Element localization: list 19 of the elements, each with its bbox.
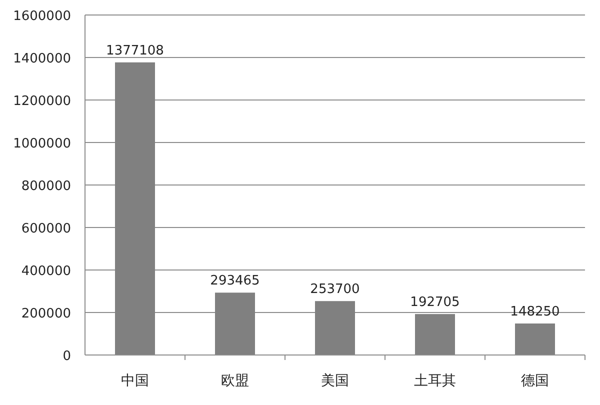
data-label: 253700: [310, 282, 360, 298]
y-tick-label: 800000: [21, 179, 71, 194]
data-label: 1377108: [106, 43, 164, 58]
y-tick-label: 400000: [21, 264, 71, 279]
data-label: 148250: [510, 304, 560, 320]
y-tick-label: 1400000: [13, 52, 71, 66]
y-tick-label: 0: [62, 349, 71, 364]
data-label: 293465: [210, 274, 260, 289]
y-tick-label: 1000000: [13, 136, 71, 152]
x-tick-label: 土耳其: [414, 373, 456, 389]
data-label: 192705: [410, 295, 460, 310]
x-tick-label: 美国: [321, 373, 349, 389]
y-tick-label: 1600000: [13, 9, 71, 24]
x-tick-label: 德国: [521, 373, 549, 389]
y-tick-label: 200000: [21, 306, 71, 322]
x-tick-label: 欧盟: [221, 373, 249, 389]
y-tick-label: 1200000: [13, 94, 71, 109]
x-tick-label: 中国: [121, 373, 149, 389]
y-tick-label: 600000: [21, 222, 71, 236]
